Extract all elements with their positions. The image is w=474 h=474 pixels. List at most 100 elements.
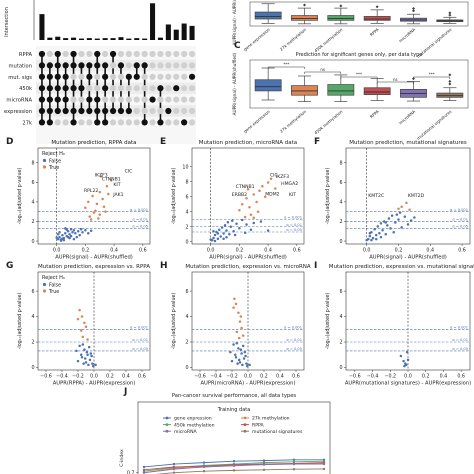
point-significant [240,326,243,330]
upset-set-label: RPPA [19,52,33,58]
point-significant [81,335,85,339]
point-not-significant [83,348,86,351]
upset-bar [55,36,61,40]
upset-dot-off [141,96,148,103]
alpha-label: α = 0.01 [452,338,468,342]
point-not-significant [395,213,399,216]
upset-dot-on [46,62,53,69]
upset-dot-off [188,107,196,115]
point-not-significant [243,350,247,354]
x-tick-label: −0.4 [367,374,379,380]
point-significant [241,203,244,206]
panel-letter: I [314,261,317,271]
x-tick-label: 0.4 [426,248,434,254]
box-body [363,87,391,96]
point-not-significant [241,363,244,367]
point-significant [232,306,235,309]
point-significant [252,216,255,219]
point-significant [79,329,83,332]
legend-marker [243,416,247,420]
upset-dot-off [86,50,93,58]
panel-title: Mutation prediction, RPPA data [51,140,136,146]
upset-dot-off [133,85,140,92]
gene-annotation: CTNNB1 [236,184,255,190]
upset-dot-off [157,96,164,103]
point-not-significant [394,221,397,224]
legend-title: Reject H₀ [42,151,65,157]
y-tick-label: 6 [339,289,342,295]
point-significant [86,338,89,341]
upset-dot-on [38,50,46,58]
x-axis-label: AUPR(microRNA) - AUPR(expression) [201,381,296,387]
legend-label: 450k methylation [174,422,215,428]
point-significant [405,201,408,205]
y-axis-label: -log₁₀(adjusted p-value) [325,293,331,350]
panel-title: Mutation prediction, microRNA data [199,140,297,146]
point-not-significant [94,363,97,367]
point-not-significant [79,228,83,231]
series-point [202,470,206,473]
upset-dot-off [117,50,125,58]
point-significant [78,308,81,312]
y-tick-label: 0.7 [127,470,135,474]
upset-dot-on [86,96,93,103]
upset-dot-on [149,96,156,103]
upset-dot-off [102,96,109,103]
point-not-significant [403,215,407,218]
box-plot-area [249,1,469,27]
upset-dot-off [188,85,196,92]
x-tick-label: 0.0 [244,374,252,380]
upset-dot-off [133,50,140,58]
upset-dot-on [109,107,117,115]
box-body [254,11,282,20]
point-not-significant [85,350,89,354]
upset-bar [134,38,140,40]
point-not-significant [83,357,87,360]
upset-set-label: 27k [22,120,32,126]
upset-bar [39,14,45,40]
box-flier [412,7,415,11]
upset-dot-off [117,73,125,80]
panel-title: Mutation prediction, expression vs. muta… [329,264,474,270]
point-not-significant [404,362,407,365]
panel-letter: D [6,137,13,147]
point-not-significant [225,229,228,232]
upset-dot-off [86,119,93,126]
x-tick-label: 0.6 [138,374,146,380]
gene-annotation: RPL22 [84,188,98,194]
upset-dot-on [102,62,109,69]
upset-dot-off [109,96,117,103]
point-significant [246,188,250,191]
point-not-significant [244,354,247,358]
x-tick-label: 0.0 [363,248,371,254]
point-significant [245,197,248,200]
box-flier [303,3,306,7]
upset-dot-on [62,85,69,92]
point-not-significant [248,363,251,367]
point-not-significant [89,352,93,355]
series-point [142,465,146,469]
panel-letter: H [160,261,168,271]
box-category-label: 27k methylation [279,27,308,52]
panel-title: Pan-cancer survival performance, all dat… [172,393,297,399]
panel-letter: G [6,261,13,271]
upset-dot-off [188,96,196,103]
y-tick-label: 2 [31,340,34,346]
point-not-significant [81,230,84,234]
upset-dot-off [125,119,132,126]
point-not-significant [232,230,235,233]
box-category-label: RPPA [369,27,380,37]
x-tick-label: −0.6 [40,374,52,380]
y-tick-label: 6 [339,180,342,186]
point-not-significant [78,344,81,348]
upset-dot-off [62,50,69,58]
upset-dot-on [181,119,188,126]
y-tick-label: 2 [339,340,342,346]
point-not-significant [79,353,83,356]
y-tick-label: 0 [185,365,188,371]
upset-dot-on [70,119,77,126]
point-significant [80,315,84,318]
legend-label: RPPA [252,422,264,428]
point-not-significant [378,231,381,235]
point-not-significant [384,232,387,236]
